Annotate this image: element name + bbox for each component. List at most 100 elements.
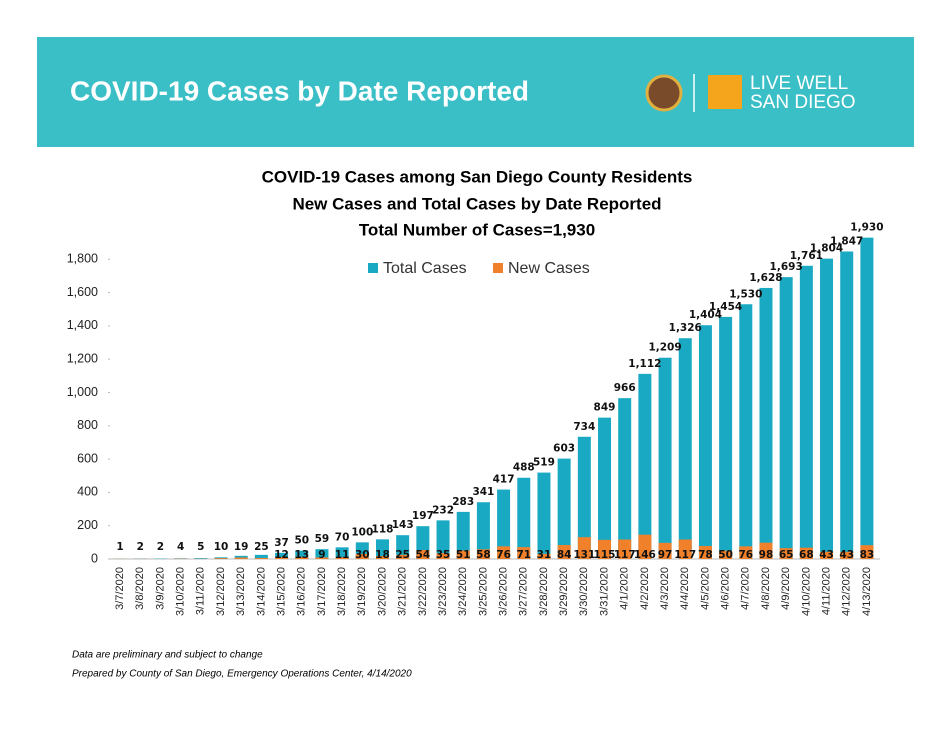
bar xyxy=(860,238,873,559)
data-label: 71 xyxy=(516,549,531,561)
y-tick-label: 600 xyxy=(77,451,98,465)
data-label: 18 xyxy=(375,549,390,561)
data-label: 1,530 xyxy=(729,288,762,300)
data-label: 70 xyxy=(335,531,350,543)
bar xyxy=(780,277,793,559)
data-label: 488 xyxy=(513,462,535,474)
logo-text: SAN DIEGO xyxy=(750,92,856,113)
data-label: 10 xyxy=(214,541,229,553)
data-label: 59 xyxy=(315,533,330,545)
legend-label: Total Cases xyxy=(383,260,467,277)
data-label: 30 xyxy=(355,549,370,561)
data-label: 283 xyxy=(452,496,474,508)
legend-swatch xyxy=(493,263,503,273)
chart-title: COVID-19 Cases among San Diego County Re… xyxy=(262,167,693,186)
data-label: 43 xyxy=(839,549,854,561)
bar xyxy=(699,325,712,559)
x-tick-label: 4/9/2020 xyxy=(780,567,792,610)
data-label: 19 xyxy=(234,541,249,553)
data-label: 12 xyxy=(274,549,289,561)
data-label: 2 xyxy=(137,541,144,553)
data-label: 84 xyxy=(557,549,572,561)
data-label: 519 xyxy=(533,457,555,469)
x-tick-label: 3/28/2020 xyxy=(538,567,550,616)
bar xyxy=(215,558,228,559)
y-tick-label: 1,400 xyxy=(67,318,98,332)
data-label: 734 xyxy=(573,421,595,433)
y-tick-label: 800 xyxy=(77,418,98,432)
footnote: Data are preliminary and subject to chan… xyxy=(72,650,263,661)
logo-icon xyxy=(708,75,742,109)
x-tick-label: 3/8/2020 xyxy=(134,567,146,610)
data-label: 131 xyxy=(573,549,595,561)
x-tick-label: 3/25/2020 xyxy=(477,567,489,616)
data-label: 37 xyxy=(274,537,289,549)
x-tick-label: 3/21/2020 xyxy=(397,567,409,616)
data-label: 83 xyxy=(860,549,875,561)
data-label: 25 xyxy=(254,541,269,553)
data-label: 118 xyxy=(372,523,394,535)
data-label: 76 xyxy=(738,549,753,561)
data-label: 603 xyxy=(553,443,575,455)
y-tick-label: 0 xyxy=(91,551,98,565)
x-tick-label: 4/6/2020 xyxy=(720,567,732,610)
x-tick-label: 3/24/2020 xyxy=(457,567,469,616)
x-tick-label: 3/12/2020 xyxy=(215,567,227,616)
data-label: 5 xyxy=(197,541,204,553)
data-label: 1 xyxy=(116,541,123,553)
data-label: 1,112 xyxy=(628,358,661,370)
x-tick-label: 3/22/2020 xyxy=(417,567,429,616)
bar xyxy=(739,304,752,559)
bar xyxy=(638,374,651,559)
x-tick-label: 3/14/2020 xyxy=(255,567,267,616)
data-label: 97 xyxy=(658,549,673,561)
x-tick-label: 4/8/2020 xyxy=(760,567,772,610)
data-label: 100 xyxy=(351,526,373,538)
data-label: 78 xyxy=(698,549,713,561)
data-label: 232 xyxy=(432,504,454,516)
x-tick-label: 4/7/2020 xyxy=(740,567,752,610)
data-label: 76 xyxy=(496,549,511,561)
data-label: 9 xyxy=(318,549,325,561)
x-tick-label: 3/15/2020 xyxy=(275,567,287,616)
chart-subtitle: New Cases and Total Cases by Date Report… xyxy=(292,194,661,213)
data-label: 31 xyxy=(537,549,552,561)
data-label: 35 xyxy=(436,549,451,561)
data-label: 2 xyxy=(157,541,164,553)
x-tick-label: 4/11/2020 xyxy=(820,567,832,615)
data-label: 13 xyxy=(294,549,309,561)
data-label: 54 xyxy=(416,549,431,561)
data-label: 115 xyxy=(594,549,616,561)
seal xyxy=(647,76,681,110)
x-tick-label: 3/26/2020 xyxy=(497,567,509,616)
data-label: 1,326 xyxy=(669,322,702,334)
data-label: 58 xyxy=(476,549,491,561)
x-tick-label: 4/1/2020 xyxy=(619,567,631,610)
x-tick-label: 3/11/2020 xyxy=(195,567,207,615)
data-label: 341 xyxy=(472,486,494,498)
data-label: 68 xyxy=(799,549,814,561)
x-tick-label: 3/18/2020 xyxy=(336,567,348,616)
x-tick-label: 3/19/2020 xyxy=(356,567,368,616)
y-tick-label: 1,800 xyxy=(67,252,98,266)
x-tick-label: 3/23/2020 xyxy=(437,567,449,616)
y-tick-label: 200 xyxy=(77,518,98,532)
x-tick-label: 3/9/2020 xyxy=(154,567,166,610)
bar xyxy=(840,251,853,559)
data-label: 25 xyxy=(395,549,410,561)
data-label: 146 xyxy=(634,549,656,561)
data-label: 1,930 xyxy=(850,222,883,234)
data-label: 1,693 xyxy=(770,261,803,273)
x-tick-label: 4/5/2020 xyxy=(699,567,711,610)
data-label: 117 xyxy=(674,549,696,561)
data-label: 51 xyxy=(456,549,471,561)
data-label: 197 xyxy=(412,510,434,522)
data-label: 966 xyxy=(614,382,636,394)
bar xyxy=(679,338,692,559)
bar xyxy=(618,398,631,559)
x-tick-label: 4/10/2020 xyxy=(800,567,812,616)
x-tick-label: 3/31/2020 xyxy=(598,567,610,616)
data-label: 1,454 xyxy=(709,301,742,313)
bar xyxy=(558,459,571,559)
